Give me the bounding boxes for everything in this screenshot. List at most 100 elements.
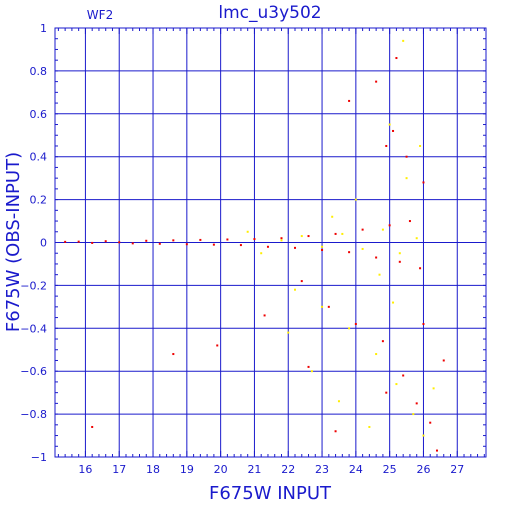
yellow-data-point <box>402 39 405 42</box>
yellow-data-point <box>260 252 263 255</box>
red-data-point <box>442 359 445 362</box>
y-tick-label: 0 <box>40 237 47 250</box>
red-data-point <box>385 391 388 394</box>
plot-frame <box>54 27 487 458</box>
red-data-point <box>263 314 266 317</box>
red-data-point <box>294 246 297 249</box>
red-data-point <box>388 224 391 227</box>
red-data-point <box>266 245 269 248</box>
x-tick-label: 24 <box>349 463 363 476</box>
x-tick-label: 20 <box>214 463 228 476</box>
red-data-point <box>422 181 425 184</box>
y-tick-label: −0.2 <box>20 279 47 292</box>
yellow-data-point <box>294 288 297 291</box>
red-data-point <box>398 260 401 263</box>
yellow-data-point <box>422 434 425 437</box>
y-axis-label: F675W (OBS-INPUT) <box>3 152 24 332</box>
panel-label: WF2 <box>87 8 113 22</box>
red-data-point <box>253 238 256 241</box>
red-data-point <box>395 57 398 60</box>
red-data-point <box>348 99 351 102</box>
x-tick-label: 16 <box>78 463 92 476</box>
y-tick-label: 0.6 <box>30 108 48 121</box>
red-data-point <box>361 228 364 231</box>
red-data-point <box>172 239 175 242</box>
red-data-point <box>185 243 188 246</box>
y-tick-label: 0.8 <box>30 65 48 78</box>
red-data-point <box>408 220 411 223</box>
yellow-data-point <box>398 252 401 255</box>
red-data-point <box>145 239 148 242</box>
yellow-data-point <box>287 331 290 334</box>
red-data-point <box>239 244 242 247</box>
x-tick-label: 18 <box>146 463 160 476</box>
red-data-point <box>392 129 395 132</box>
red-data-point <box>422 323 425 326</box>
red-data-point <box>419 267 422 270</box>
yellow-data-point <box>341 232 344 235</box>
red-data-point <box>415 402 418 405</box>
yellow-data-point <box>361 247 364 250</box>
x-tick-label: 22 <box>281 463 295 476</box>
red-data-point <box>307 235 310 238</box>
y-tick-label: 0.2 <box>30 194 48 207</box>
chart-title: lmc_u3y502 <box>218 3 321 23</box>
red-data-point <box>375 256 378 259</box>
y-tick-labels: −1 −0.8 −0.6 −0.4 −0.2 0 0.2 0.4 0.6 0.8 1 <box>20 22 47 464</box>
red-data-point <box>172 353 175 356</box>
red-data-point <box>334 430 337 433</box>
red-data-point <box>321 249 324 252</box>
yellow-data-point <box>412 413 415 416</box>
red-data-point <box>385 144 388 147</box>
yellow-data-point <box>321 245 324 248</box>
x-tick-labels: 16 17 18 19 20 21 22 23 24 25 26 27 <box>78 463 464 476</box>
yellow-data-point <box>375 353 378 356</box>
yellow-data-point <box>310 370 313 373</box>
red-data-point <box>307 365 310 368</box>
x-tick-label: 26 <box>416 463 430 476</box>
yellow-data-point <box>392 301 395 304</box>
y-tick-label: −0.4 <box>20 322 47 335</box>
yellow-data-point <box>321 305 324 308</box>
yellow-data-point <box>419 144 422 147</box>
yellow-data-point <box>348 327 351 330</box>
red-data-point <box>429 421 432 424</box>
red-data-point <box>212 243 215 246</box>
y-tick-label: 1 <box>40 22 47 35</box>
red-data-point <box>199 238 202 241</box>
y-tick-label: −0.6 <box>20 365 47 378</box>
red-data-point <box>300 280 303 283</box>
red-data-point <box>354 323 357 326</box>
yellow-data-point <box>280 239 283 242</box>
red-data-point <box>216 344 219 347</box>
x-tick-label: 27 <box>450 463 464 476</box>
red-data-point <box>348 251 351 254</box>
red-data-point <box>104 240 107 243</box>
red-data-point <box>91 241 94 244</box>
red-data-point <box>64 240 67 243</box>
red-data-point <box>402 374 405 377</box>
x-tick-label: 21 <box>247 463 261 476</box>
y-tick-label: 0.4 <box>30 151 48 164</box>
yellow-data-point <box>381 228 384 231</box>
x-tick-label: 25 <box>383 463 397 476</box>
red-data-point <box>405 155 408 158</box>
yellow-data-point <box>395 383 398 386</box>
yellow-data-point <box>368 425 371 428</box>
red-data-point <box>158 242 161 245</box>
data-points <box>64 39 445 452</box>
red-data-point <box>77 240 80 243</box>
x-tick-label: 19 <box>180 463 194 476</box>
yellow-data-point <box>337 400 340 403</box>
red-data-point <box>327 305 330 308</box>
yellow-data-point <box>388 123 391 126</box>
yellow-data-point <box>331 215 334 218</box>
red-data-point <box>226 238 229 241</box>
y-tick-label: −0.8 <box>20 408 47 421</box>
y-tick-label: −1 <box>31 451 47 464</box>
yellow-data-point <box>415 237 418 240</box>
red-data-point <box>381 340 384 343</box>
red-data-point <box>375 80 378 83</box>
yellow-data-point <box>300 235 303 238</box>
